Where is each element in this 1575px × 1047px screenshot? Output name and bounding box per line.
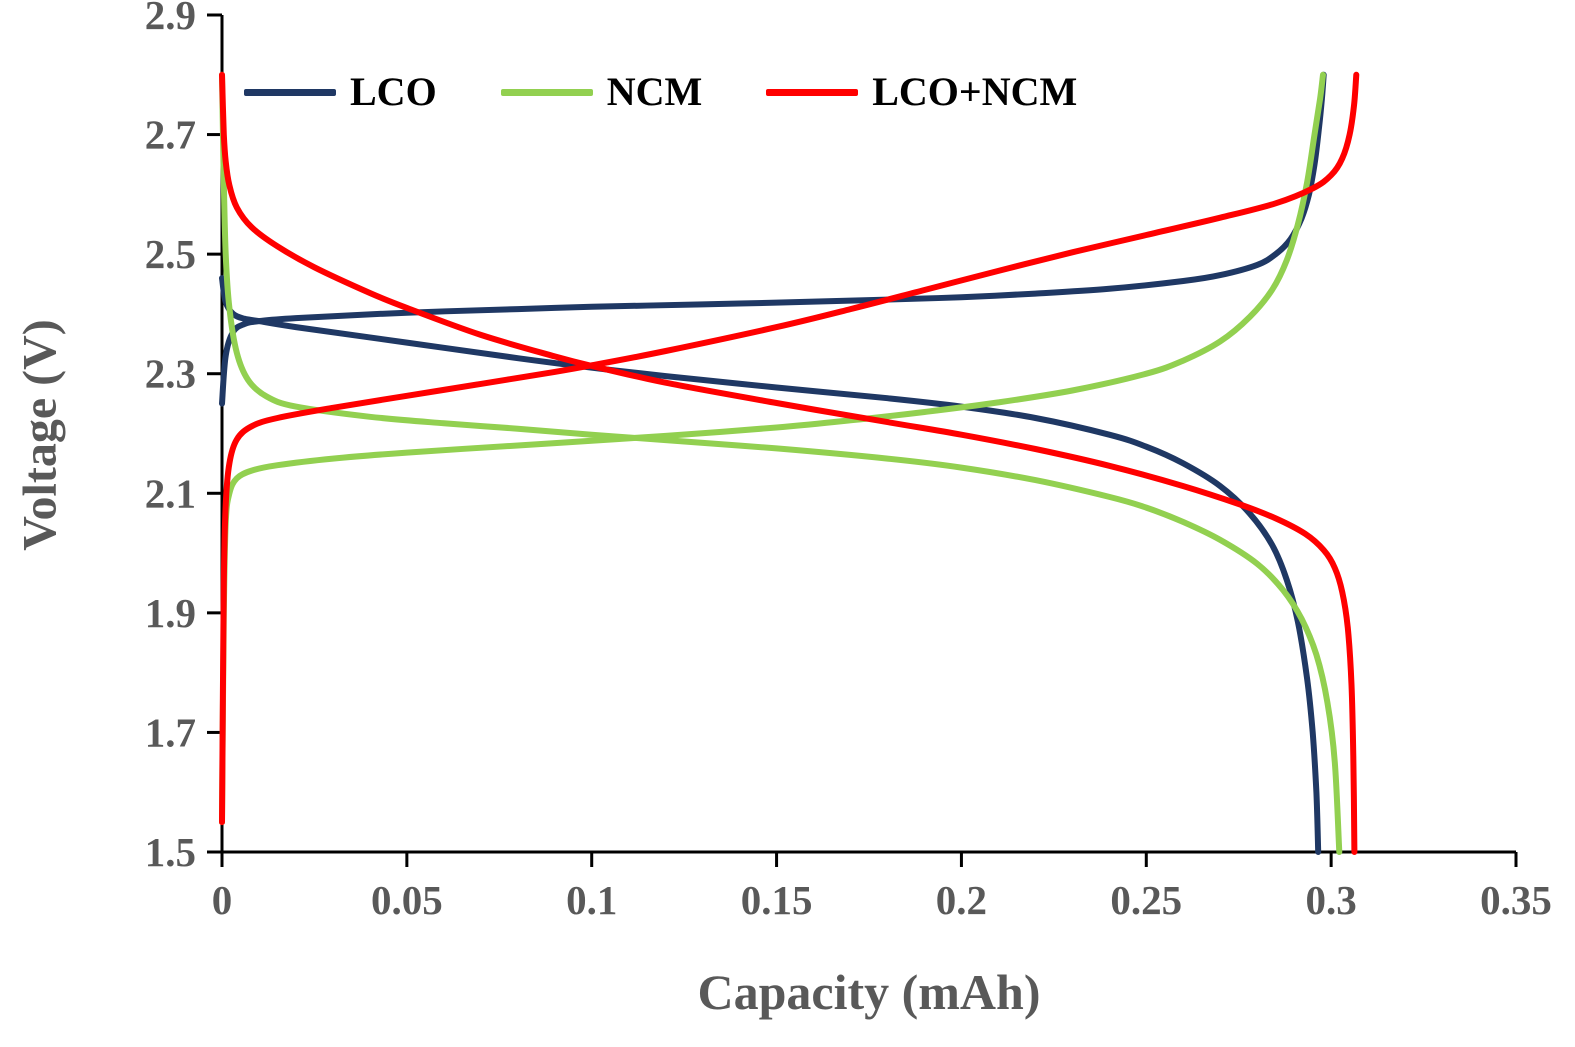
legend-item-ncm: NCM — [500, 69, 703, 114]
curve-lco-ncm-charge — [219, 71, 1360, 826]
ncm-line-swatch — [500, 88, 593, 96]
x-tick-label: 0.1 — [566, 877, 617, 923]
x-tick-label: 0 — [212, 877, 233, 923]
curve-lco-ncm-discharge — [219, 71, 1358, 855]
x-axis-title: Capacity (mAh) — [697, 964, 1041, 1020]
x-tick-label: 0.25 — [1110, 877, 1182, 923]
y-tick-label: 2.9 — [145, 0, 196, 38]
x-tick-label: 0.05 — [371, 877, 443, 923]
legend-item-lco: LCO — [244, 72, 437, 112]
legend-label-lco: LCO — [350, 69, 437, 114]
curve-ncm-discharge — [219, 71, 1343, 855]
legend-label-ncm: NCM — [606, 69, 703, 114]
x-tick-label: 0.35 — [1480, 877, 1552, 923]
legend: LCO NCM LCO+NCM — [244, 72, 1077, 112]
lco-line-swatch — [244, 88, 336, 96]
y-tick-label: 2.5 — [145, 231, 196, 277]
lco-ncm-line-swatch — [766, 88, 859, 96]
y-tick-label: 2.1 — [145, 470, 196, 516]
y-tick-label: 1.5 — [145, 829, 196, 875]
y-tick-label: 1.7 — [145, 709, 196, 755]
curve-ncm-charge — [219, 71, 1326, 826]
curve-lco-charge — [219, 71, 1327, 407]
y-axis-title: Voltage (V) — [13, 319, 67, 551]
legend-item-lco-ncm: LCO+NCM — [766, 72, 1077, 112]
curve-lco-discharge — [219, 275, 1322, 855]
axes — [220, 15, 1516, 854]
y-tick-label: 2.3 — [145, 351, 196, 397]
y-tick-label: 1.9 — [145, 590, 196, 636]
x-tick-label: 0.15 — [741, 877, 813, 923]
legend-label-lco-ncm: LCO+NCM — [872, 69, 1078, 114]
y-tick-label: 2.7 — [145, 112, 196, 158]
x-tick-label: 0.2 — [936, 877, 987, 923]
x-tick-label: 0.3 — [1306, 877, 1357, 923]
